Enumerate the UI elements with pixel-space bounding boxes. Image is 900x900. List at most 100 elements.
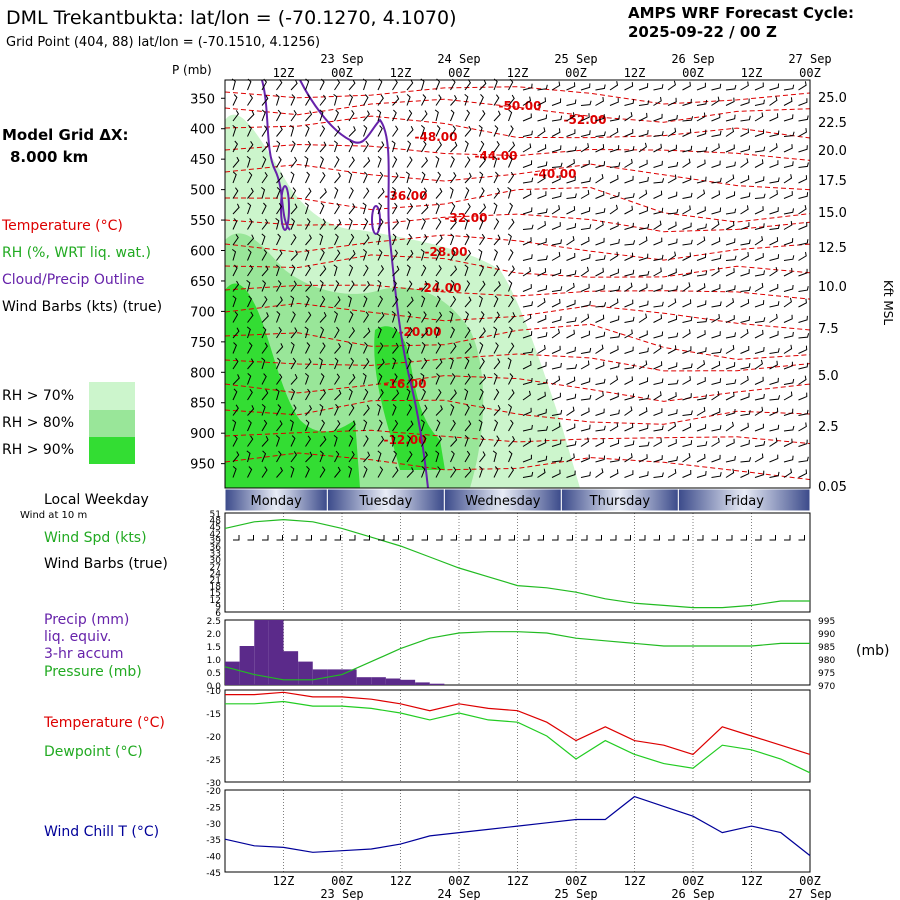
wind-barb	[232, 419, 237, 432]
wind-barb	[595, 408, 605, 416]
wind-barb	[740, 422, 749, 432]
wind-barb	[305, 295, 310, 308]
wind-barb	[725, 315, 735, 323]
wind-barb	[566, 193, 577, 199]
wind-barb	[624, 146, 635, 153]
surface-wind-barb	[610, 535, 617, 541]
wind-barb	[435, 141, 443, 153]
wind-barb	[638, 283, 648, 292]
wind-barb	[392, 172, 399, 184]
wind-barb	[609, 298, 619, 308]
wind-barb	[754, 193, 766, 199]
wind-barb	[667, 251, 677, 261]
wind-barb	[595, 84, 606, 91]
wind-barb	[609, 204, 618, 215]
wind-barb	[783, 144, 793, 153]
height-tick-label: 2.5	[818, 420, 839, 435]
wind-barb	[725, 127, 735, 137]
cross-section-frame	[224, 79, 811, 489]
wind-barb	[783, 331, 794, 339]
wind-barb	[682, 128, 692, 137]
wind-barb	[421, 234, 428, 246]
wind-barb	[232, 466, 237, 478]
wind-barb	[508, 389, 515, 401]
wind-barb	[232, 110, 240, 122]
wind-barb	[406, 342, 411, 354]
wind-barb	[435, 187, 443, 199]
time-tick-label-top: 12Z	[624, 66, 646, 80]
wind-barb	[290, 79, 298, 91]
wind-barb	[783, 238, 794, 246]
wind-barb	[682, 363, 693, 370]
wind-barb	[363, 264, 369, 277]
wind-barb	[624, 282, 633, 292]
temperature-contour	[224, 98, 811, 123]
wind-barb	[406, 435, 411, 447]
wind-barb	[624, 158, 633, 168]
wind-barb	[305, 419, 310, 432]
wind-barb	[566, 112, 575, 122]
wind-barb	[783, 84, 795, 91]
wind-barb	[406, 404, 413, 416]
wind-barb	[247, 218, 253, 230]
rh80-swatch	[89, 410, 135, 437]
wind-barb	[798, 204, 807, 215]
wind-barb	[653, 378, 664, 385]
wind-barb	[783, 131, 795, 137]
wind-barb	[624, 205, 633, 215]
wind-barb	[667, 345, 677, 354]
wind-barb	[334, 219, 342, 230]
wind-barb	[624, 252, 634, 261]
wind-barb	[682, 410, 693, 416]
wind-barb	[566, 440, 577, 447]
wind-barb	[391, 187, 396, 199]
wind-barb	[290, 110, 297, 122]
wind-barb	[363, 234, 370, 246]
wind-barb	[798, 239, 809, 246]
wind-barb	[232, 125, 237, 137]
wind-barb	[682, 145, 693, 153]
wind-barb	[290, 218, 295, 230]
wind-barb	[464, 435, 469, 447]
wind-barb	[769, 160, 779, 168]
wind-barb	[406, 373, 414, 385]
wind-barb	[580, 113, 590, 122]
wind-barb	[667, 191, 678, 199]
rh-legend: RH (%, WRT liq. wat.)	[2, 245, 151, 261]
wind-barb	[421, 388, 426, 401]
surface-wind-barb	[726, 535, 733, 541]
time-tick-label-bottom: 00Z	[331, 874, 353, 888]
wind-barb	[711, 190, 721, 199]
wind-barb	[798, 221, 808, 230]
wind-barb	[682, 282, 691, 292]
wind-barb	[769, 301, 780, 308]
wind-barb	[348, 264, 354, 277]
wind-barbs-label: Wind Barbs (true)	[44, 556, 168, 572]
wind-barb	[304, 373, 309, 385]
wind-barb	[421, 110, 428, 122]
wind-barb	[377, 358, 385, 370]
surface-wind-barb	[421, 535, 428, 541]
wind-barb	[653, 160, 663, 168]
wind-barb	[522, 301, 533, 308]
wind-barb	[595, 144, 605, 153]
temperature-label: -20.00	[399, 325, 442, 339]
wind-barb	[421, 94, 427, 106]
wind-barb	[508, 326, 513, 339]
wind-barb	[464, 264, 469, 277]
wind-barb	[450, 218, 457, 230]
wind-barb	[595, 173, 604, 184]
wind-barb	[450, 436, 458, 447]
wind-barb	[464, 140, 469, 153]
wind-barb	[624, 406, 633, 416]
wind-barb	[609, 409, 620, 416]
wind-barb	[247, 435, 254, 447]
wind-barb	[638, 471, 649, 478]
wind-barb	[319, 311, 327, 323]
wind-barb	[537, 468, 546, 478]
wind-barb	[449, 187, 454, 199]
wind-barb	[392, 342, 399, 354]
wind-barb	[333, 140, 338, 153]
wind-barb	[653, 301, 664, 308]
wind-barb	[551, 81, 561, 91]
